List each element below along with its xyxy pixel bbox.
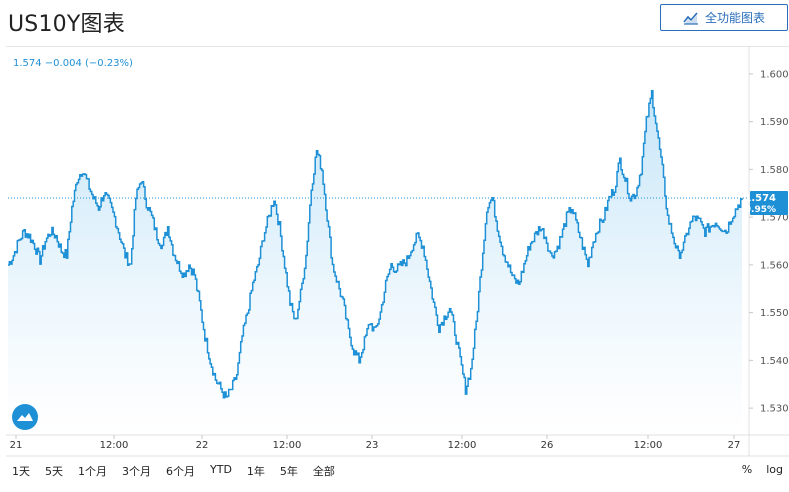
- chart-frame: [6, 46, 789, 492]
- range-button[interactable]: 1个月: [78, 465, 107, 478]
- y-tick-label: 1.560: [760, 260, 789, 271]
- x-tick-label: 22: [196, 440, 209, 451]
- price-area-fill: [8, 90, 742, 433]
- range-button[interactable]: 6个月: [166, 465, 195, 478]
- x-tick-label: 12:00: [100, 440, 129, 451]
- page-title: US10Y图表: [8, 12, 125, 37]
- price-line: [8, 90, 743, 399]
- range-button[interactable]: 5天: [45, 465, 63, 478]
- x-tick-label: 26: [541, 440, 554, 451]
- range-button[interactable]: 1天: [12, 465, 30, 478]
- y-tick-label: 1.580: [760, 165, 789, 176]
- y-tick-label: 1.600: [760, 69, 789, 80]
- full-chart-button[interactable]: 全功能图表: [660, 4, 788, 31]
- x-tick-label: 23: [366, 440, 379, 451]
- range-button[interactable]: 全部: [312, 465, 335, 478]
- legend-readout: 1.574 −0.004 (−0.23%): [13, 58, 133, 69]
- x-tick-label: 27: [728, 440, 741, 451]
- last-price-value: 1.574: [744, 193, 776, 204]
- y-tick-label: 1.590: [760, 117, 789, 128]
- x-tick-label: 12:00: [634, 440, 663, 451]
- chart-line-icon: [683, 11, 698, 25]
- y-tick-label: 1.550: [760, 308, 789, 319]
- y-tick-label: 1.570: [760, 213, 789, 224]
- y-tick-label: 1.540: [760, 356, 789, 367]
- last-price-percent: 0.95%: [745, 205, 776, 215]
- full-chart-button-label: 全功能图表: [704, 11, 765, 25]
- x-tick-label: 12:00: [273, 440, 302, 451]
- x-tick-label: 12:00: [448, 440, 477, 451]
- scale-button[interactable]: %: [741, 463, 753, 476]
- scale-button[interactable]: log: [766, 463, 783, 476]
- y-tick-label: 1.530: [760, 404, 789, 415]
- range-button[interactable]: 5年: [279, 465, 298, 478]
- range-button[interactable]: 3个月: [122, 465, 151, 478]
- tradingview-logo-icon[interactable]: [12, 404, 38, 430]
- range-button[interactable]: YTD: [210, 463, 232, 476]
- x-tick-label: 21: [10, 440, 23, 451]
- scale-selector: % log: [742, 463, 783, 476]
- range-selector: 1天 5天 1个月 3个月 6个月 YTD 1年 5年 全部: [10, 463, 337, 481]
- range-button[interactable]: 1年: [246, 465, 265, 478]
